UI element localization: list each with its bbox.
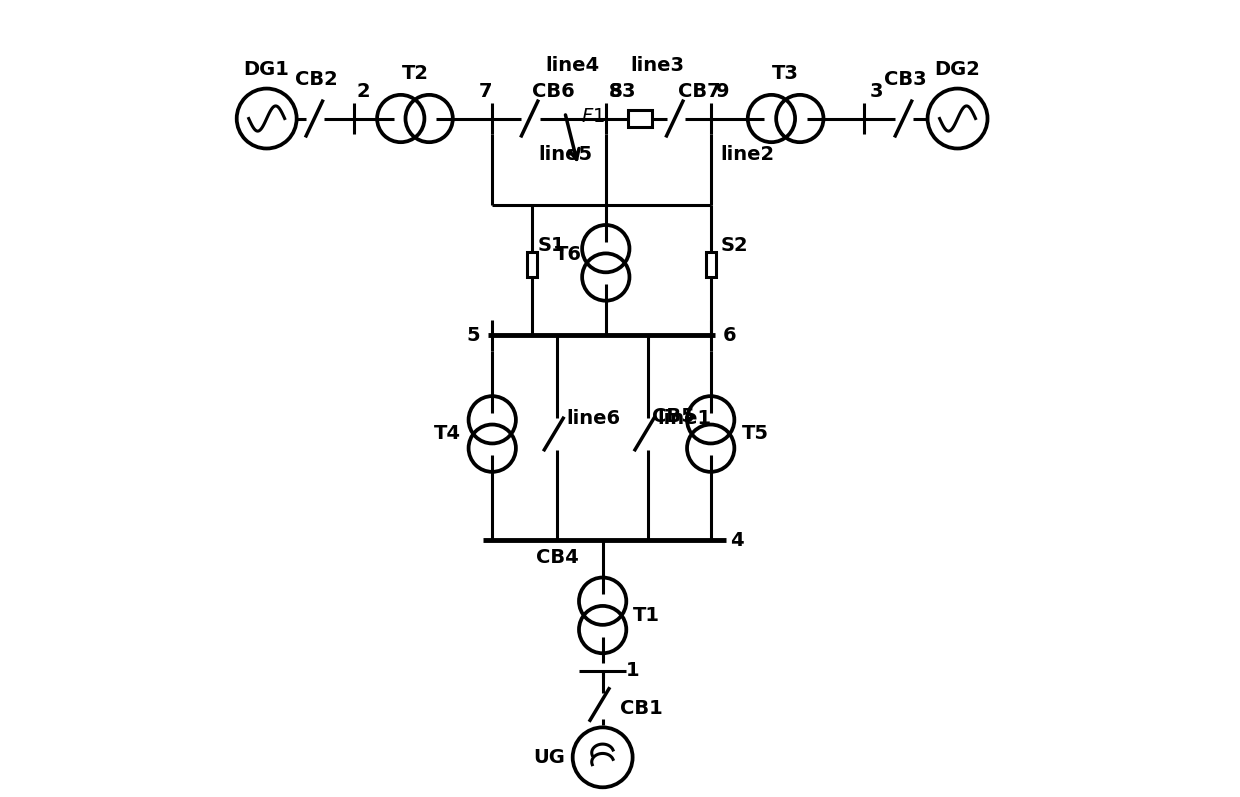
Text: line3: line3 [630,56,684,75]
Text: UG: UG [533,748,564,767]
Text: line5: line5 [538,144,593,163]
Text: T3: T3 [773,64,799,83]
Text: 3: 3 [870,82,884,101]
Text: 2: 2 [357,82,371,101]
Text: 1: 1 [626,661,640,680]
Text: line2: line2 [720,144,774,163]
Text: CB2: CB2 [295,69,337,88]
Text: T6: T6 [556,245,582,265]
Text: line4: line4 [546,56,600,75]
Text: S3: S3 [609,82,636,101]
Text: CB6: CB6 [532,82,574,101]
Text: CB1: CB1 [620,699,662,718]
Text: CB7: CB7 [678,82,720,101]
Text: 6: 6 [723,326,737,345]
Text: T2: T2 [402,64,429,83]
Text: DG1: DG1 [244,60,290,79]
Text: T5: T5 [743,425,769,443]
Text: CB4: CB4 [536,548,578,567]
Text: 7: 7 [479,82,492,101]
Text: $\it{F}$1: $\it{F}$1 [580,108,604,127]
Text: line6: line6 [567,409,620,428]
Text: CB5: CB5 [651,407,694,426]
Text: T1: T1 [632,606,660,625]
Text: S1: S1 [538,236,565,255]
Text: DG2: DG2 [935,60,981,79]
Text: 4: 4 [730,531,744,550]
Text: 5: 5 [466,326,480,345]
Bar [706,252,715,277]
Bar [527,252,537,277]
Text: CB3: CB3 [884,69,926,88]
Text: 8: 8 [609,82,622,101]
Text: line1: line1 [657,409,712,428]
Text: S2: S2 [720,236,748,255]
Text: 9: 9 [717,82,729,101]
Text: T4: T4 [434,425,461,443]
Bar [627,110,651,128]
